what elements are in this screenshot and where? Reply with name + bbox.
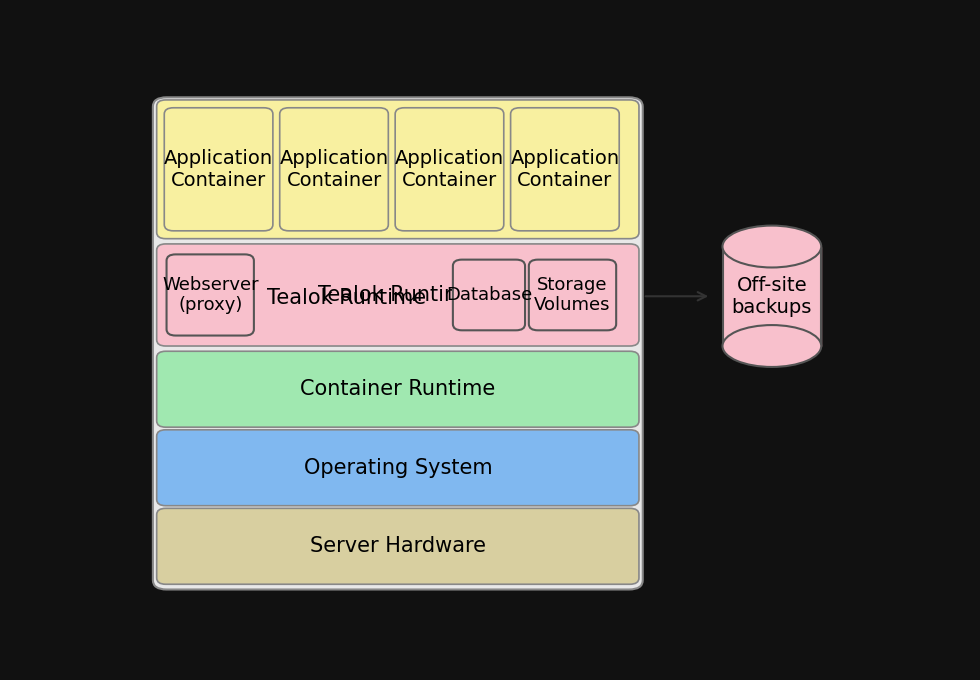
FancyBboxPatch shape (157, 244, 639, 346)
FancyBboxPatch shape (395, 107, 504, 231)
Text: Operating System: Operating System (304, 458, 492, 478)
Text: Webserver
(proxy): Webserver (proxy) (162, 275, 259, 314)
Polygon shape (722, 247, 821, 346)
FancyBboxPatch shape (157, 430, 639, 506)
Text: Off-site
backups: Off-site backups (732, 276, 812, 317)
FancyBboxPatch shape (157, 352, 639, 427)
FancyBboxPatch shape (157, 100, 639, 239)
Text: Container Runtime: Container Runtime (300, 379, 496, 399)
Text: Application
Container: Application Container (511, 149, 619, 190)
Text: Storage
Volumes: Storage Volumes (534, 275, 611, 314)
FancyBboxPatch shape (165, 107, 272, 231)
Ellipse shape (722, 325, 821, 367)
FancyBboxPatch shape (511, 107, 619, 231)
Text: Tealok Runtime: Tealok Runtime (267, 288, 426, 308)
Text: Tealok Runtime: Tealok Runtime (318, 285, 477, 305)
FancyBboxPatch shape (453, 260, 525, 330)
Text: Application
Container: Application Container (279, 149, 389, 190)
FancyBboxPatch shape (153, 97, 643, 590)
FancyBboxPatch shape (529, 260, 616, 330)
FancyBboxPatch shape (167, 254, 254, 335)
Text: Application
Container: Application Container (395, 149, 504, 190)
Text: Database: Database (446, 286, 532, 304)
FancyBboxPatch shape (279, 107, 388, 231)
Ellipse shape (722, 226, 821, 267)
Text: Application
Container: Application Container (164, 149, 273, 190)
FancyBboxPatch shape (157, 509, 639, 584)
Text: Server Hardware: Server Hardware (310, 537, 486, 556)
